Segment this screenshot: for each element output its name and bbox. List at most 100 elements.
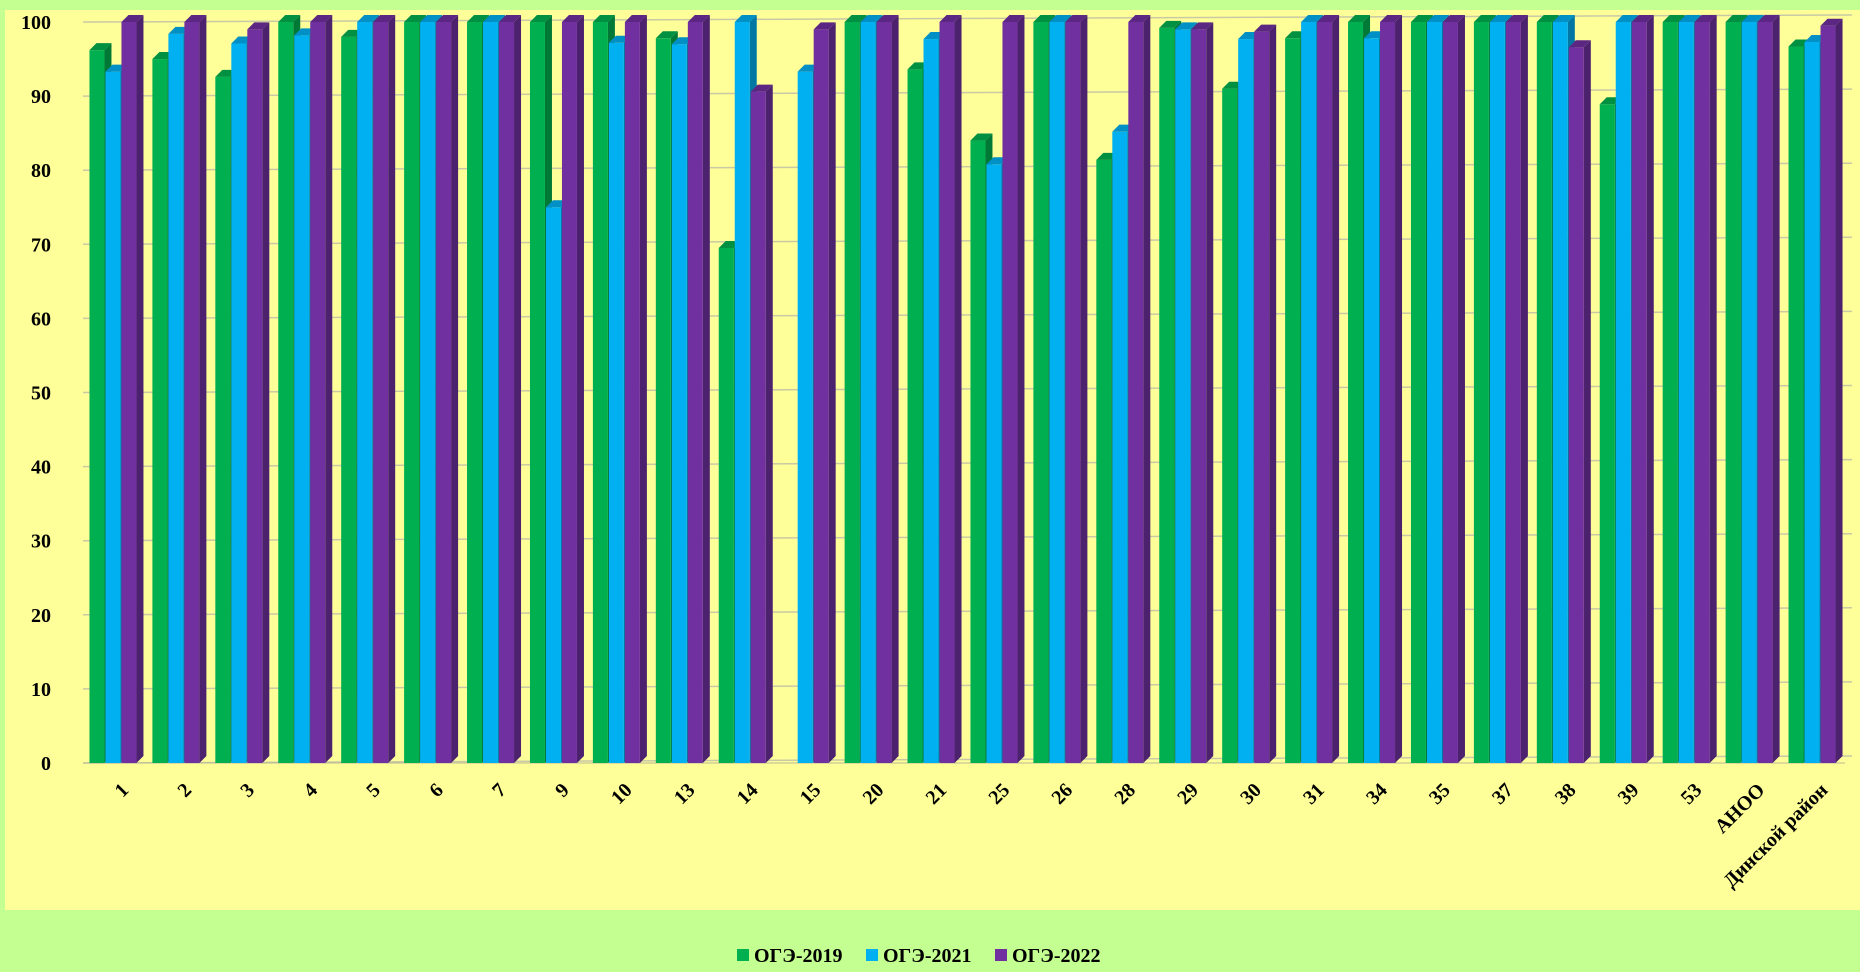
y-tick-label: 30 <box>31 531 51 553</box>
y-tick-label: 40 <box>31 457 51 479</box>
bar-front <box>970 140 986 763</box>
bar-front <box>750 91 766 764</box>
bar-front <box>1788 46 1804 763</box>
bar-side <box>451 15 459 763</box>
bar-top <box>467 15 490 22</box>
legend-swatch <box>737 949 749 961</box>
y-tick-label: 80 <box>31 160 51 182</box>
bar <box>1442 15 1465 763</box>
bar-front <box>1505 22 1521 763</box>
legend-label: ОГЭ-2021 <box>883 945 972 967</box>
bar-front <box>1222 88 1238 763</box>
bar-front <box>1175 29 1191 764</box>
bar-front <box>294 35 310 763</box>
bar-top <box>1489 15 1512 22</box>
bar <box>687 15 710 763</box>
bar-front <box>1473 22 1489 763</box>
bar-front <box>844 22 860 763</box>
bar-top <box>655 31 678 39</box>
bar-top <box>278 15 301 22</box>
bar-front <box>1159 27 1175 764</box>
bar-front <box>184 22 200 763</box>
bar <box>184 15 207 763</box>
bar-top <box>750 84 773 92</box>
bar-side <box>576 15 584 763</box>
bar-front <box>1410 22 1426 763</box>
bar-side <box>325 15 333 763</box>
bar-front <box>1191 29 1207 764</box>
bar-front <box>1694 22 1710 763</box>
bar-top <box>624 15 647 22</box>
bar-side <box>639 15 647 763</box>
bar-front <box>718 248 734 763</box>
y-tick-label: 90 <box>31 86 51 108</box>
bar-front <box>310 22 326 763</box>
bar-side <box>1080 15 1088 763</box>
bar <box>876 15 899 763</box>
bar-front <box>1678 22 1694 763</box>
bar-front <box>1442 22 1458 763</box>
bar-front <box>1301 22 1317 763</box>
bar-front <box>420 22 436 763</box>
bar-front <box>876 22 892 763</box>
bar-top <box>1536 15 1559 22</box>
bar-top <box>436 15 459 22</box>
bar-side <box>1017 15 1025 763</box>
bar-top <box>687 15 710 22</box>
bar <box>373 15 396 763</box>
bar-top <box>1505 15 1528 22</box>
bar-front <box>1049 22 1065 763</box>
bar-front <box>1662 22 1678 763</box>
bar-top <box>1631 15 1654 22</box>
y-tick-label: 70 <box>31 234 51 256</box>
bar-side <box>388 15 396 763</box>
bar-side <box>1457 15 1465 763</box>
bar <box>1694 15 1717 763</box>
bar-front <box>1568 47 1584 764</box>
bar-side <box>702 15 710 763</box>
bar <box>1757 15 1780 763</box>
bar-top <box>121 15 144 22</box>
y-tick-label: 100 <box>21 12 51 34</box>
bar-top <box>357 15 380 22</box>
bar-top <box>1741 15 1764 22</box>
bar-front <box>1065 22 1081 763</box>
bar-top <box>1159 20 1182 28</box>
bar-front <box>152 59 168 764</box>
bar-side <box>1332 15 1340 763</box>
bar-front <box>215 76 231 764</box>
legend-label: ОГЭ-2022 <box>1012 945 1101 967</box>
bar-top <box>529 15 552 22</box>
bar-front <box>1348 22 1364 763</box>
bar-front <box>529 22 545 763</box>
bar <box>1631 15 1654 763</box>
bar-top <box>1128 15 1151 22</box>
bar <box>1191 22 1214 764</box>
bar-front <box>797 71 813 764</box>
bar-front <box>1128 22 1144 763</box>
bar-side <box>828 22 836 764</box>
legend-label: ОГЭ-2019 <box>754 945 843 967</box>
bar <box>624 15 647 763</box>
bar <box>1254 24 1277 764</box>
bar-front <box>231 43 247 763</box>
bar-side <box>765 84 773 764</box>
bar-side <box>1206 22 1214 764</box>
bar-front <box>1285 38 1301 763</box>
y-axis-ticks: 0 10 20 30 40 50 60 70 80 90 100 <box>21 12 51 775</box>
bar-top <box>1473 15 1496 22</box>
bar-top <box>310 15 333 22</box>
bar-front <box>1380 22 1396 763</box>
bar-front <box>1096 159 1112 764</box>
bar-side <box>1583 40 1591 764</box>
bar-front <box>499 22 515 763</box>
bar-front <box>278 22 294 763</box>
bar-front <box>1426 22 1442 763</box>
bar <box>561 15 584 763</box>
bar-top <box>734 15 757 22</box>
bar-front <box>1741 22 1757 763</box>
bar-side <box>954 15 962 763</box>
bar-front <box>373 22 389 763</box>
bar <box>750 84 773 764</box>
bar-front <box>671 44 687 764</box>
